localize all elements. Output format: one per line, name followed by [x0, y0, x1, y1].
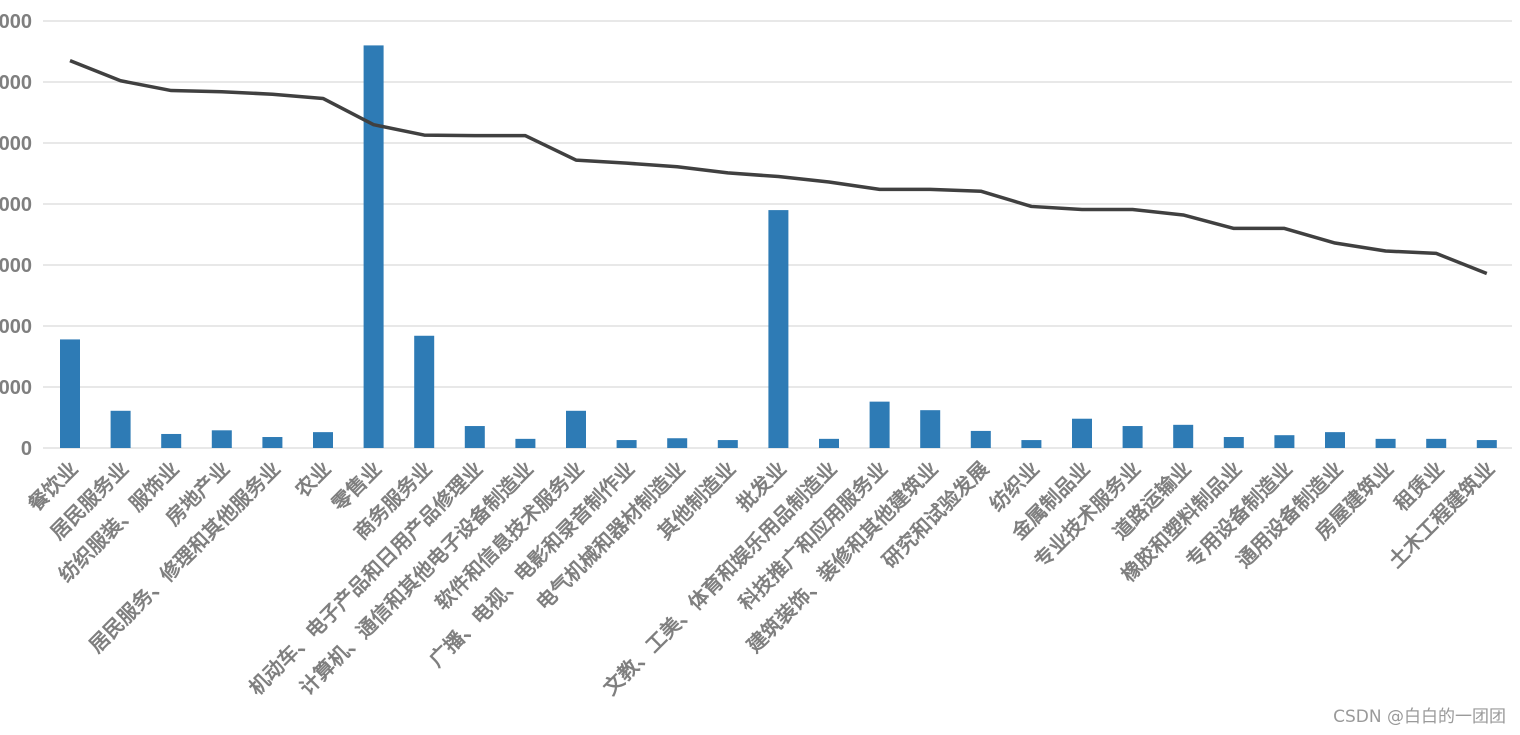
bar-series [60, 45, 1497, 449]
bar [414, 335, 435, 448]
watermark: CSDN @白白的一团团 [1333, 707, 1506, 727]
bar [819, 438, 839, 448]
line-series [69, 59, 1488, 276]
y-tick-label: 000 [0, 194, 32, 216]
bar [970, 430, 991, 448]
bar [1375, 438, 1396, 448]
bar [1021, 440, 1042, 448]
bar [161, 433, 182, 448]
bar [1122, 426, 1143, 448]
x-category-label: 农业 [290, 457, 336, 503]
y-tick-label: 000 [0, 377, 32, 399]
bar [667, 438, 688, 448]
bar [313, 432, 333, 448]
bar [211, 430, 232, 448]
bar [262, 437, 283, 448]
bar [717, 440, 738, 448]
y-tick-label: 000 [0, 72, 32, 94]
bar [616, 440, 637, 448]
y-tick-label: 0 [21, 438, 32, 460]
bar [464, 426, 485, 448]
bar [1223, 437, 1244, 448]
bar [515, 438, 536, 448]
bar [920, 410, 941, 448]
bar [1325, 432, 1345, 448]
bar [566, 410, 586, 448]
bar [1173, 424, 1194, 448]
y-tick-label: 000 [0, 255, 32, 277]
bar [869, 401, 890, 448]
bar [1426, 438, 1447, 448]
bar [363, 45, 384, 449]
bar [1274, 435, 1295, 448]
bar [110, 410, 131, 448]
bar [1072, 418, 1092, 448]
y-tick-label: 000 [0, 133, 32, 155]
bar [768, 210, 789, 448]
bar [1476, 440, 1497, 448]
bar [60, 339, 80, 448]
y-tick-label: 000 [0, 11, 32, 33]
y-tick-label: 000 [0, 316, 32, 338]
line-path [69, 59, 1488, 276]
